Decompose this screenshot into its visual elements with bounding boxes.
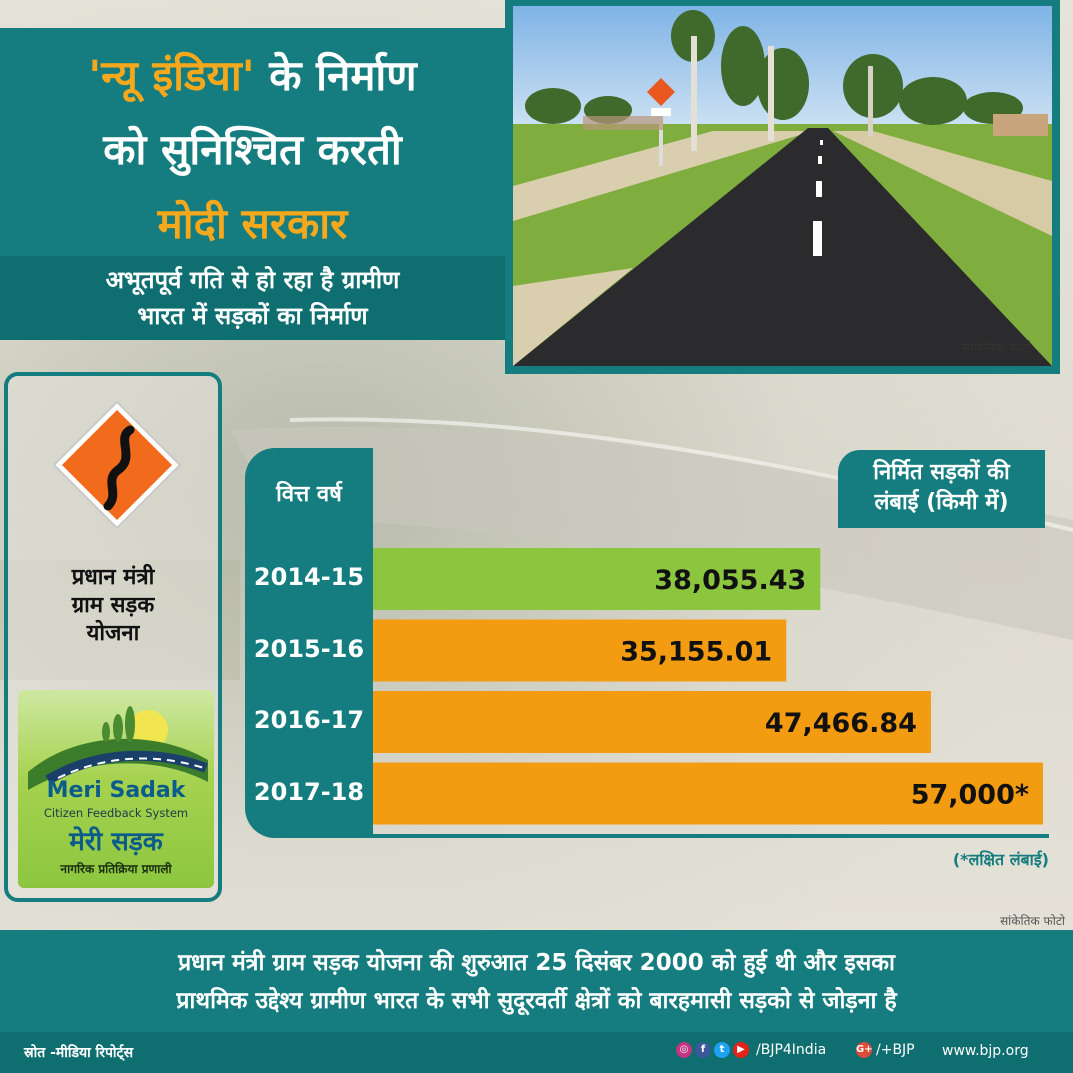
meri-sadak-tagline-en: Citizen Feedback System <box>43 806 189 820</box>
year-label-2014-15: 2014-15 <box>253 563 365 591</box>
headline-highlight: 'न्यू इंडिया' <box>88 51 255 100</box>
winding-road-sign-icon <box>50 398 184 532</box>
bar-2017-18 <box>373 762 1043 825</box>
pmgsy-title: प्रधान मंत्री ग्राम सड़क योजना <box>8 564 218 648</box>
meri-sadak-name-hi: मेरी सड़क <box>69 827 163 857</box>
gplus-handle[interactable]: /+BJP <box>876 1042 915 1058</box>
google-plus-icon[interactable]: G+ <box>856 1042 873 1058</box>
chart-baseline <box>373 834 1049 838</box>
bar-chart: 38,055.43 35,155.01 47,466.84 57,000* <box>373 548 1043 825</box>
twitter-icon[interactable]: t <box>714 1042 730 1058</box>
photo-caption: सांकेतिक फोटो <box>961 341 1032 356</box>
source-text: स्रोत -मीडिया रिपोर्ट्स <box>24 1045 134 1061</box>
value-header-line-1: निर्मित सड़कों की <box>873 460 1010 485</box>
value-header-line-2: लंबाई (किमी में) <box>874 490 1009 515</box>
bar-value-label-2017-18: 57,000* <box>911 780 1029 811</box>
social-links[interactable]: ◎ f t ▶ /BJP4India <box>676 1042 826 1058</box>
info-line-2: प्राथमिक उद्देश्य ग्रामीण भारत के सभी सु… <box>176 988 897 1014</box>
subhead-panel: अभूतपूर्व गति से हो रहा है ग्रामीण भारत … <box>0 256 505 340</box>
instagram-icon[interactable]: ◎ <box>676 1042 692 1058</box>
pmgsy-title-line-3: योजना <box>86 621 140 646</box>
headline-line-1-rest: के निर्माण <box>254 51 417 100</box>
year-label-2016-17: 2016-17 <box>253 706 365 734</box>
year-panel <box>245 448 373 838</box>
subhead-line-1: अभूतपूर्व गति से हो रहा है ग्रामीण <box>105 266 400 294</box>
pmgsy-title-line-2: ग्राम सड़क <box>71 593 155 618</box>
road-photo: सांकेतिक फोटो <box>513 6 1052 366</box>
value-axis-header: निर्मित सड़कों की लंबाई (किमी में) <box>838 450 1045 528</box>
background-caption: सांकेतिक फोटो <box>1000 914 1065 928</box>
facebook-icon[interactable]: f <box>695 1042 711 1058</box>
category-axis-header: वित्त वर्ष <box>276 482 342 507</box>
bar-value-label-2016-17: 47,466.84 <box>765 708 917 739</box>
bar-2014-15 <box>373 548 821 610</box>
meri-sadak-logo: Meri Sadak Citizen Feedback System मेरी … <box>18 690 214 888</box>
footer: स्रोत -मीडिया रिपोर्ट्स ◎ f t ▶ /BJP4Ind… <box>0 1032 1073 1073</box>
headline-line-1: 'न्यू इंडिया' के निर्माण <box>0 46 505 103</box>
bar-value-label-2014-15: 38,055.43 <box>654 565 806 596</box>
info-line-1: प्रधान मंत्री ग्राम सड़क योजना की शुरुआत… <box>178 950 895 976</box>
pmgsy-title-line-1: प्रधान मंत्री <box>71 565 155 590</box>
headline-panel: 'न्यू इंडिया' के निर्माण को सुनिश्चित कर… <box>0 28 505 256</box>
info-band: प्रधान मंत्री ग्राम सड़क योजना की शुरुआत… <box>0 930 1073 1032</box>
headline-line-2: को सुनिश्चित करती <box>103 125 402 174</box>
bar-2015-16 <box>373 619 787 682</box>
headline-line-3: मोदी सरकार <box>157 199 348 248</box>
chart-footnote: (*लक्षित लंबाई) <box>952 850 1049 869</box>
social-handle[interactable]: /BJP4India <box>756 1042 827 1058</box>
pmgsy-card: प्रधान मंत्री ग्राम सड़क योजना Meri Sada… <box>4 372 222 902</box>
road-photo-frame: सांकेतिक फोटो <box>505 0 1060 374</box>
bar-value-label-2015-16: 35,155.01 <box>620 637 772 668</box>
bar-2016-17 <box>373 691 931 753</box>
year-label-2015-16: 2015-16 <box>253 634 365 663</box>
website-link[interactable]: www.bjp.org <box>942 1043 1029 1059</box>
gplus-link[interactable]: G+ /+BJP <box>856 1042 915 1058</box>
meri-sadak-tagline-hi: नागरिक प्रतिक्रिया प्रणाली <box>60 862 172 876</box>
subhead-line-2: भारत में सड़कों का निर्माण <box>137 302 368 330</box>
year-label-2017-18: 2017-18 <box>253 777 365 806</box>
meri-sadak-name-en: Meri Sadak <box>46 778 186 803</box>
youtube-icon[interactable]: ▶ <box>733 1042 749 1058</box>
